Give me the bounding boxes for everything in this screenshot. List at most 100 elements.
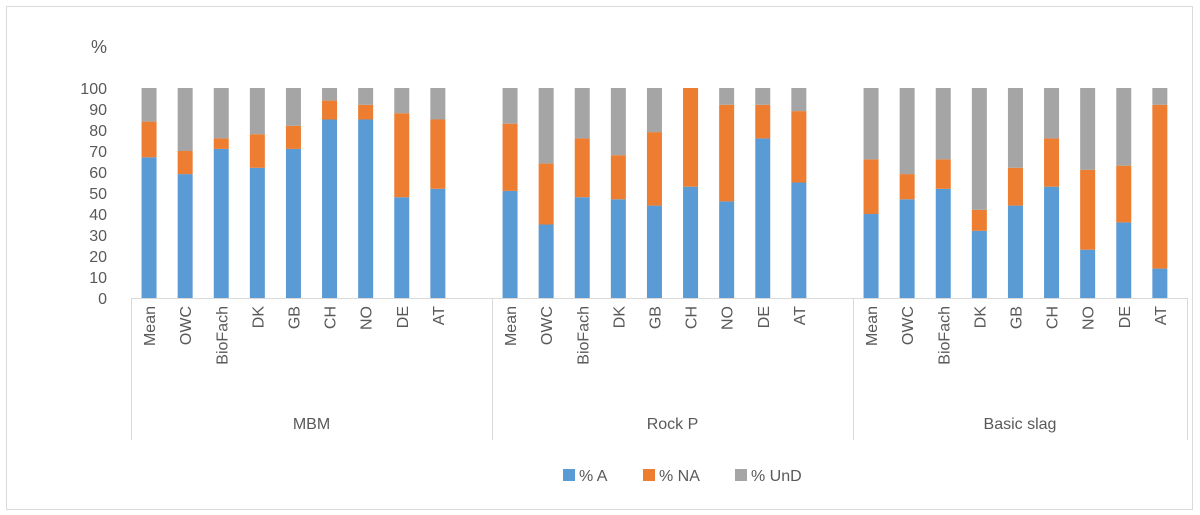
legend-item: % A — [563, 468, 608, 485]
bar-segment-basic-slag-at-und — [1152, 88, 1168, 105]
bar-segment-mbm-gb-und — [285, 88, 301, 126]
bar-segment-mbm-gb-a — [285, 148, 301, 298]
y-tick-label: 20 — [89, 249, 107, 266]
bar-segment-mbm-dk-und — [249, 88, 265, 135]
bar-segment-mbm-at-a — [430, 188, 446, 298]
bar-segment-mbm-at-und — [430, 88, 446, 120]
y-axis: 0 10 20 30 40 50 60 70 80 90 100 — [80, 81, 107, 308]
bar-segment-basic-slag-gb-a — [1007, 205, 1023, 298]
bar-segment-basic-slag-ch-und — [1044, 88, 1060, 139]
category-label: CH — [1045, 306, 1062, 329]
bar-segment-rock-p-owc-na — [538, 163, 554, 225]
legend-swatch — [643, 469, 655, 481]
category-label: Mean — [142, 306, 159, 346]
bar-segment-rock-p-at-a — [791, 182, 807, 298]
bar-segment-basic-slag-de-und — [1116, 88, 1132, 166]
bar-segment-basic-slag-gb-und — [1007, 88, 1023, 168]
category-label: BioFach — [936, 306, 953, 365]
bar-segment-basic-slag-ch-a — [1044, 186, 1060, 298]
category-label: BioFach — [214, 306, 231, 365]
legend-swatch — [563, 469, 575, 481]
chart-area: % 0 10 20 30 40 50 60 70 80 90 100 Mean OWC BioFach D… — [6, 6, 1193, 510]
bar-segment-basic-slag-mean-a — [863, 214, 879, 298]
category-label: NO — [359, 306, 376, 330]
legend-swatch — [735, 469, 747, 481]
bar-segment-rock-p-de-na — [755, 104, 771, 139]
category-label: GB — [647, 306, 664, 329]
category-label: NO — [720, 306, 737, 330]
y-tick-label: 60 — [89, 165, 107, 182]
y-tick-label: 10 — [89, 270, 107, 287]
bar-segment-mbm-biofach-na — [213, 138, 229, 149]
bar-segment-rock-p-no-und — [719, 88, 735, 105]
bar-segment-rock-p-mean-und — [502, 88, 518, 124]
bar-segment-rock-p-ch-a — [683, 186, 699, 298]
bar-segment-rock-p-dk-a — [610, 199, 626, 298]
bar-segment-rock-p-owc-a — [538, 224, 554, 298]
category-label: NO — [1081, 306, 1098, 330]
legend-item: % UnD — [735, 468, 802, 485]
category-label: Mean — [503, 306, 520, 346]
category-label: DE — [395, 306, 412, 328]
category-label: DK — [250, 306, 267, 329]
bar-segment-rock-p-no-a — [719, 201, 735, 298]
legend-item: % NA — [643, 468, 700, 485]
bar-segment-mbm-ch-a — [322, 119, 338, 298]
bar-segment-rock-p-de-a — [755, 138, 771, 298]
bar-segment-basic-slag-no-und — [1080, 88, 1096, 170]
category-label: CH — [323, 306, 340, 329]
bar-segment-mbm-at-na — [430, 119, 446, 189]
bar-segment-rock-p-biofach-a — [574, 197, 590, 298]
y-tick-label: 0 — [98, 291, 107, 308]
bar-segment-basic-slag-no-a — [1080, 249, 1096, 298]
bar-segment-mbm-mean-a — [141, 157, 157, 298]
y-tick-label: 50 — [89, 186, 107, 203]
bar-segment-mbm-dk-a — [249, 167, 265, 298]
bar-segment-rock-p-gb-und — [646, 88, 662, 133]
bar-segment-basic-slag-biofach-na — [935, 159, 951, 189]
bar-segment-basic-slag-at-a — [1152, 268, 1168, 298]
y-tick-label: 70 — [89, 144, 107, 161]
category-label: DE — [1117, 306, 1134, 328]
bar-segment-mbm-no-und — [358, 88, 374, 105]
bar-segment-mbm-mean-na — [141, 121, 157, 158]
legend: % A % NA % UnD — [563, 468, 802, 485]
legend-label: % A — [579, 468, 608, 485]
y-tick-label: 80 — [89, 123, 107, 140]
group-label: Rock P — [647, 416, 699, 433]
bar-segment-basic-slag-dk-und — [971, 88, 987, 210]
category-label: DK — [972, 306, 989, 329]
bar-segment-basic-slag-dk-a — [971, 230, 987, 298]
bar-segment-mbm-dk-na — [249, 134, 265, 168]
category-label: OWC — [178, 306, 195, 345]
bar-segment-basic-slag-gb-na — [1007, 167, 1023, 206]
category-label: Mean — [864, 306, 881, 346]
y-tick-label: 30 — [89, 228, 107, 245]
y-tick-label: 40 — [89, 207, 107, 224]
bar-segment-mbm-owc-na — [177, 151, 193, 175]
bar-segment-rock-p-biofach-na — [574, 138, 590, 198]
category-label: OWC — [900, 306, 917, 345]
category-label: AT — [1153, 306, 1170, 325]
bar-segment-mbm-owc-a — [177, 174, 193, 298]
bar-segment-rock-p-dk-na — [610, 155, 626, 200]
x-axis: Mean OWC BioFach DK GB CH NO DE AT MBM Mean OWC BioF… — [131, 298, 1188, 440]
category-label: GB — [1008, 306, 1025, 329]
bar-segment-basic-slag-owc-und — [899, 88, 915, 175]
bar-segment-mbm-ch-na — [322, 100, 338, 120]
bar-segment-basic-slag-mean-und — [863, 88, 879, 160]
y-unit-label: % — [91, 37, 107, 57]
bar-segment-basic-slag-mean-na — [863, 159, 879, 214]
bar-segment-rock-p-dk-und — [610, 88, 626, 156]
bar-segment-mbm-ch-und — [322, 88, 338, 101]
bar-segment-mbm-de-na — [394, 113, 410, 198]
bars-layer — [141, 88, 1168, 298]
bar-segment-mbm-de-a — [394, 197, 410, 298]
bar-segment-rock-p-gb-na — [646, 132, 662, 206]
bar-segment-basic-slag-owc-a — [899, 199, 915, 298]
category-label: DE — [756, 306, 773, 328]
bar-segment-rock-p-at-na — [791, 111, 807, 183]
bar-segment-rock-p-no-na — [719, 104, 735, 202]
bar-segment-basic-slag-at-na — [1152, 104, 1168, 269]
category-label: OWC — [539, 306, 556, 345]
